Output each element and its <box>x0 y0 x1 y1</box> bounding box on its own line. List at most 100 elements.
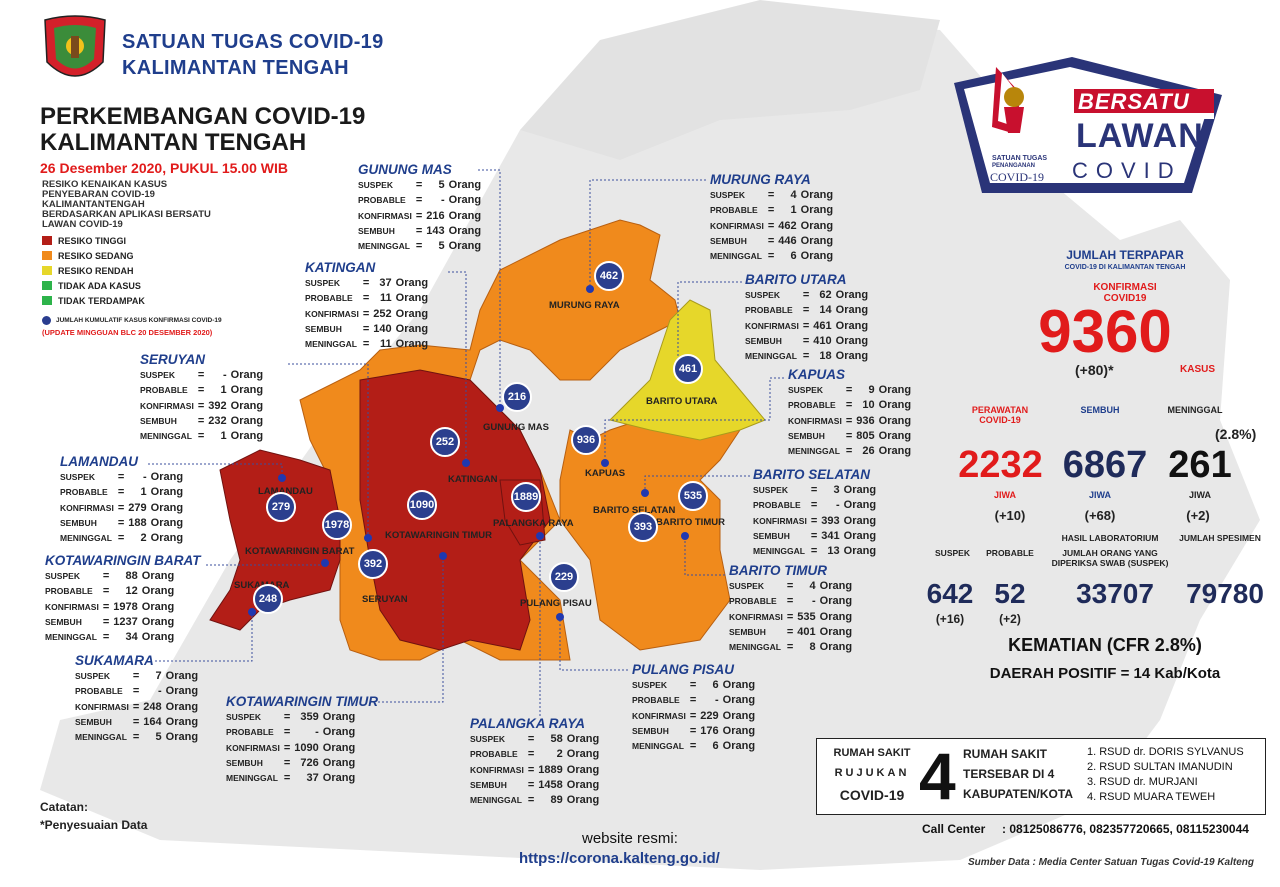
stat-row-sembuh: SEMBUH = 410 Orang <box>745 334 868 349</box>
stat-unit: Orang <box>843 545 877 558</box>
stat-value: 4 <box>809 580 816 592</box>
stat-equals: = <box>197 384 205 397</box>
stat-equals: = <box>527 794 535 807</box>
stat-row-sembuh: SEMBUH = 143 Orang <box>358 224 481 239</box>
website-link[interactable]: https://corona.kalteng.go.id/ <box>519 850 720 867</box>
stat-unit: Orang <box>878 399 912 412</box>
stat-unit: Orang <box>448 179 482 191</box>
map-label-barito-timur: BARITO TIMUR <box>656 517 725 528</box>
stat-unit: Orang <box>448 209 482 222</box>
region-title: BARITO UTARA <box>745 272 847 287</box>
stat-row-meninggal: MENINGGAL = 34 Orang <box>45 630 174 645</box>
stat-equals: = <box>786 641 794 654</box>
probable-value: 52 <box>994 578 1026 609</box>
org-name-line1: SATUAN TUGAS COVID-19 <box>122 31 384 53</box>
stat-equals: = <box>132 700 140 713</box>
perawatan-label-1: PERAWATAN <box>971 405 1029 415</box>
stat-key: SEMBUH <box>358 225 395 236</box>
region-lamandau: LAMANDAU SUSPEK = - Orang PROBABLE = 1 Orang KONF… <box>60 454 183 546</box>
region-title: BARITO SELATAN <box>753 467 870 482</box>
region-pulang-pisau: PULANG PISAU SUSPEK = 6 Orang PROBABLE = - Orang… <box>632 662 755 754</box>
stat-key: MENINGGAL <box>45 632 97 643</box>
stat-row-konfirmasi: KONFIRMASI = 1090 Orang <box>226 741 355 756</box>
stat-value: 805 <box>856 429 875 442</box>
region-stats-table: SUSPEK = 7 Orang PROBABLE = - Orang KONFIRMASI = 2… <box>75 669 198 745</box>
stat-value: 164 <box>143 715 162 728</box>
stat-row-meninggal: MENINGGAL = 11 Orang <box>305 337 428 352</box>
website-label: website resmi: <box>582 830 678 847</box>
stat-key: MENINGGAL <box>60 533 112 544</box>
stat-value: 535 <box>797 610 816 623</box>
stat-equals: = <box>415 194 423 207</box>
stat-equals: = <box>802 304 810 317</box>
stat-value: - <box>157 685 162 698</box>
stat-key: KONFIRMASI <box>753 515 807 526</box>
stat-value: 62 <box>819 289 832 301</box>
stat-row-suspek: SUSPEK = 58 Orang <box>470 732 599 747</box>
daerah-positif: DAERAH POSITIF = 14 Kab/Kota <box>989 665 1221 682</box>
stat-unit: Orang <box>722 694 756 707</box>
stat-equals: = <box>362 338 370 351</box>
stat-equals: = <box>689 709 697 722</box>
stat-unit: Orang <box>150 501 184 514</box>
stat-equals: = <box>283 726 291 739</box>
stat-key: KONFIRMASI <box>140 400 194 411</box>
stat-value: 462 <box>778 219 797 232</box>
stat-unit: Orang <box>150 486 184 499</box>
jiwa-meninggal: JIWA <box>1188 490 1211 500</box>
stat-unit: Orang <box>395 277 429 289</box>
stat-equals: = <box>802 289 810 301</box>
stat-equals: = <box>197 430 205 443</box>
stat-key: PROBABLE <box>60 487 108 498</box>
stat-row-probable: PROBABLE = 11 Orang <box>305 291 428 306</box>
stat-unit: Orang <box>819 625 853 638</box>
stat-value: 11 <box>380 292 392 305</box>
stat-value: 11 <box>380 338 392 351</box>
stat-value: 936 <box>856 414 875 427</box>
legend-item: RESIKO SEDANG <box>42 248 262 263</box>
stat-key: SEMBUH <box>45 616 82 627</box>
sembuh-delta: (+68) <box>1084 508 1116 523</box>
region-stats-table: SUSPEK = 6 Orang PROBABLE = - Orang KONFIRMASI = 2… <box>632 678 755 754</box>
stat-key: KONFIRMASI <box>729 611 783 622</box>
stat-key: MENINGGAL <box>788 446 840 457</box>
marker-kotawaringin-timur: 1090 <box>407 490 437 520</box>
marker-barito-timur: 535 <box>678 481 708 511</box>
region-barito-utara: BARITO UTARA SUSPEK = 62 Orang PROBABLE = 14 Ora… <box>745 272 868 364</box>
stat-equals: = <box>102 600 110 613</box>
kematian-cfr: KEMATIAN (CFR 2.8%) <box>1008 635 1202 655</box>
stat-key: KONFIRMASI <box>710 220 764 231</box>
meninggal-label: MENINGGAL <box>1167 405 1223 415</box>
perawatan-value: 2232 <box>958 444 1043 486</box>
stat-value: 393 <box>821 514 840 527</box>
stat-unit: Orang <box>141 615 175 628</box>
stat-key: SUSPEK <box>753 485 788 495</box>
stat-equals: = <box>415 209 423 222</box>
legend-swatch <box>42 236 52 245</box>
stat-value: 58 <box>550 733 563 745</box>
stat-row-probable: PROBABLE = - Orang <box>729 594 852 609</box>
stat-equals: = <box>283 711 291 723</box>
stat-value: 232 <box>208 414 227 427</box>
stat-unit: Orang <box>566 748 600 761</box>
stat-unit: Orang <box>165 731 199 744</box>
marker-gunung-mas: 216 <box>502 382 532 412</box>
region-stats-table: SUSPEK = 9 Orang PROBABLE = 10 Orang KONFIRMASI =… <box>788 383 911 459</box>
stat-key: KONFIRMASI <box>226 742 280 753</box>
stat-row-sembuh: SEMBUH = 232 Orang <box>140 414 263 429</box>
stat-unit: Orang <box>395 322 429 335</box>
stat-value: 2 <box>140 532 147 545</box>
stat-key: SUSPEK <box>729 581 764 591</box>
map-label-kapuas: KAPUAS <box>585 468 626 479</box>
suspek-label: SUSPEK <box>935 548 970 558</box>
hospital-desc-3: KABUPATEN/KOTA <box>963 787 1073 801</box>
stat-equals: = <box>845 414 853 427</box>
stat-value: 37 <box>379 277 392 289</box>
konfirmasi-value: 9360 <box>1038 298 1172 365</box>
stat-row-meninggal: MENINGGAL = 6 Orang <box>632 739 755 754</box>
stat-unit: Orang <box>800 219 834 232</box>
legend-item: RESIKO TINGGI <box>42 233 262 248</box>
stat-equals: = <box>197 369 205 381</box>
stat-value: 410 <box>813 334 832 347</box>
legend-title: RESIKO KENAIKAN KASUS PENYEBARAN COVID-1… <box>42 179 211 230</box>
